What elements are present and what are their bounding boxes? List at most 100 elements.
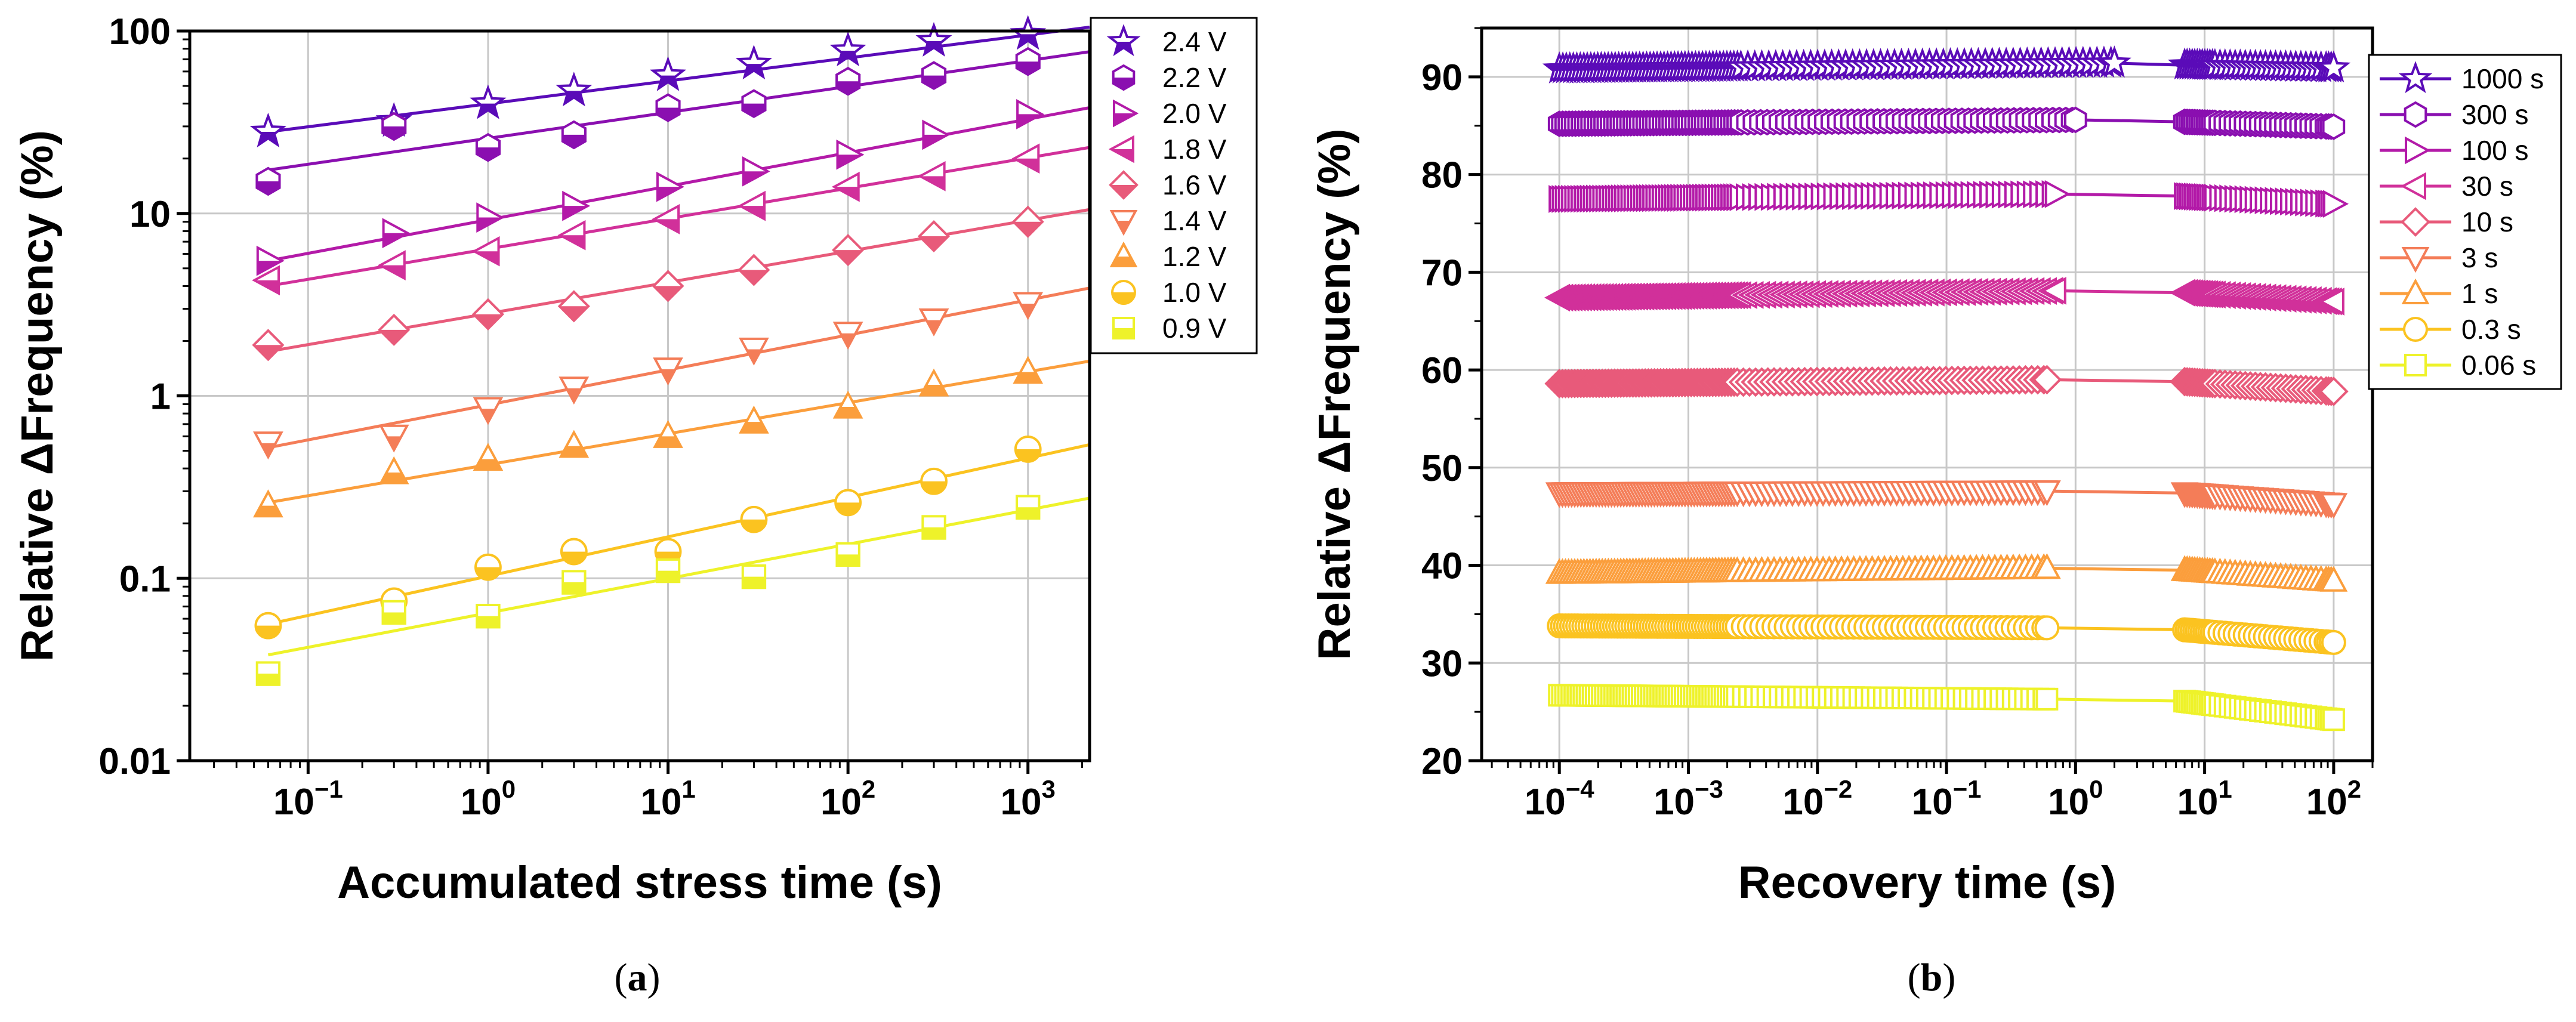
a-y-axis-title: Relative ΔFrequency (%) xyxy=(12,130,63,662)
b-data-point xyxy=(2034,615,2060,641)
a-legend-label: 1.4 V xyxy=(1162,205,1227,236)
b-y-axis-title: Relative ΔFrequency (%) xyxy=(1309,129,1360,660)
a-data-point xyxy=(918,368,949,397)
a-data-point xyxy=(252,265,280,296)
a-legend-marker xyxy=(1111,280,1136,305)
a-legend-marker xyxy=(1109,170,1139,200)
a-data-point xyxy=(253,431,283,460)
a-data-point xyxy=(377,250,406,280)
b-legend-marker xyxy=(2401,278,2430,304)
b-data-point xyxy=(2319,566,2348,592)
a-legend-marker xyxy=(1108,135,1134,163)
a-data-point xyxy=(655,93,681,122)
a-data-point xyxy=(252,329,285,362)
b-x-axis-title: Recovery time (s) xyxy=(1738,857,2117,908)
a-data-point xyxy=(255,661,281,686)
a-data-point xyxy=(835,542,860,567)
b-data-point xyxy=(2319,376,2349,406)
a-data-point xyxy=(476,604,501,629)
b-data-point xyxy=(2035,687,2059,711)
b-x-tick-label: 10−4 xyxy=(1525,775,1594,823)
a-data-point xyxy=(738,190,766,221)
b-x-tick-label: 100 xyxy=(2048,775,2103,823)
b-y-tick-label: 90 xyxy=(1421,57,1463,98)
a-data-point xyxy=(921,61,947,90)
a-data-point xyxy=(470,84,507,119)
a-data-point xyxy=(653,357,683,386)
a-data-point xyxy=(1013,292,1044,320)
a-legend-label: 1.2 V xyxy=(1162,241,1227,272)
b-series xyxy=(1544,277,2344,316)
b-x-tick-label: 102 xyxy=(2306,775,2361,823)
b-legend-label: 0.06 s xyxy=(2461,350,2536,381)
a-data-point xyxy=(476,202,505,233)
a-data-point xyxy=(559,430,590,458)
b-data-point xyxy=(2322,708,2345,731)
a-data-point xyxy=(829,31,866,67)
a-y-tick-label: 10 xyxy=(129,194,171,235)
a-data-point xyxy=(652,270,684,302)
a-legend-marker xyxy=(1106,24,1141,57)
a-data-point xyxy=(382,218,411,249)
a-data-point xyxy=(471,298,504,331)
a-data-point xyxy=(1014,436,1042,463)
a-data-point xyxy=(378,313,411,346)
a-data-point xyxy=(652,204,680,234)
a-legend-marker xyxy=(1109,241,1138,267)
b-data-point xyxy=(2321,629,2346,655)
a-data-point xyxy=(738,254,770,286)
b-legend-label: 30 s xyxy=(2461,171,2513,202)
a-data-point xyxy=(1011,143,1040,174)
a-data-point xyxy=(653,419,683,448)
caption-a: (a) xyxy=(615,956,661,999)
b-data-point xyxy=(2318,288,2344,316)
b-x-tick-label: 10−2 xyxy=(1782,775,1852,823)
a-y-tick-label: 0.1 xyxy=(119,558,171,600)
a-data-point xyxy=(739,405,769,434)
a-fit-line xyxy=(268,26,1090,134)
b-legend-marker xyxy=(2398,61,2433,94)
a-y-tick-label: 100 xyxy=(109,11,171,53)
a-legend-label: 2.0 V xyxy=(1162,98,1227,129)
b-legend-label: 10 s xyxy=(2461,206,2513,237)
b-legend-box xyxy=(2368,54,2562,390)
a-data-point xyxy=(381,112,407,141)
a-data-point xyxy=(560,538,588,566)
a-legend-marker xyxy=(1112,64,1136,91)
b-series xyxy=(1548,180,2349,218)
a-data-point xyxy=(474,553,502,581)
b-series xyxy=(1547,106,2346,140)
b-data-point xyxy=(2040,277,2066,305)
b-data-point xyxy=(2033,480,2061,507)
b-series xyxy=(1545,553,2348,592)
b-series xyxy=(1544,365,2349,406)
b-legend-label: 1 s xyxy=(2461,278,2498,309)
a-x-tick-label: 10−1 xyxy=(273,775,343,823)
chart-a: 10−1 100 101 102 103 0.01 0.1 1 10 100 Accumulated… xyxy=(12,11,1258,908)
a-data-point xyxy=(832,390,863,419)
b-data-point xyxy=(2322,190,2349,218)
a-data-point xyxy=(559,376,590,405)
a-data-point xyxy=(1016,495,1041,520)
b-data-point xyxy=(2064,106,2087,134)
a-data-point xyxy=(473,443,504,471)
a-data-point xyxy=(917,220,951,253)
a-data-point xyxy=(249,112,286,148)
a-data-point xyxy=(921,515,946,540)
b-data-point xyxy=(2316,50,2351,83)
a-data-point xyxy=(256,245,285,276)
b-legend-label: 3 s xyxy=(2461,242,2498,273)
a-data-point xyxy=(741,89,767,119)
a-data-point xyxy=(253,489,283,518)
b-series xyxy=(1545,480,2348,519)
a-data-point xyxy=(739,337,769,366)
a-data-point xyxy=(556,72,593,107)
b-series xyxy=(1548,684,2345,731)
b-series xyxy=(1547,613,2346,655)
a-legend-label: 2.2 V xyxy=(1162,62,1227,93)
a-data-point xyxy=(561,120,587,150)
b-legend-label: 0.3 s xyxy=(2461,314,2521,345)
b-legend-label: 300 s xyxy=(2461,99,2529,130)
a-data-point xyxy=(655,558,681,583)
